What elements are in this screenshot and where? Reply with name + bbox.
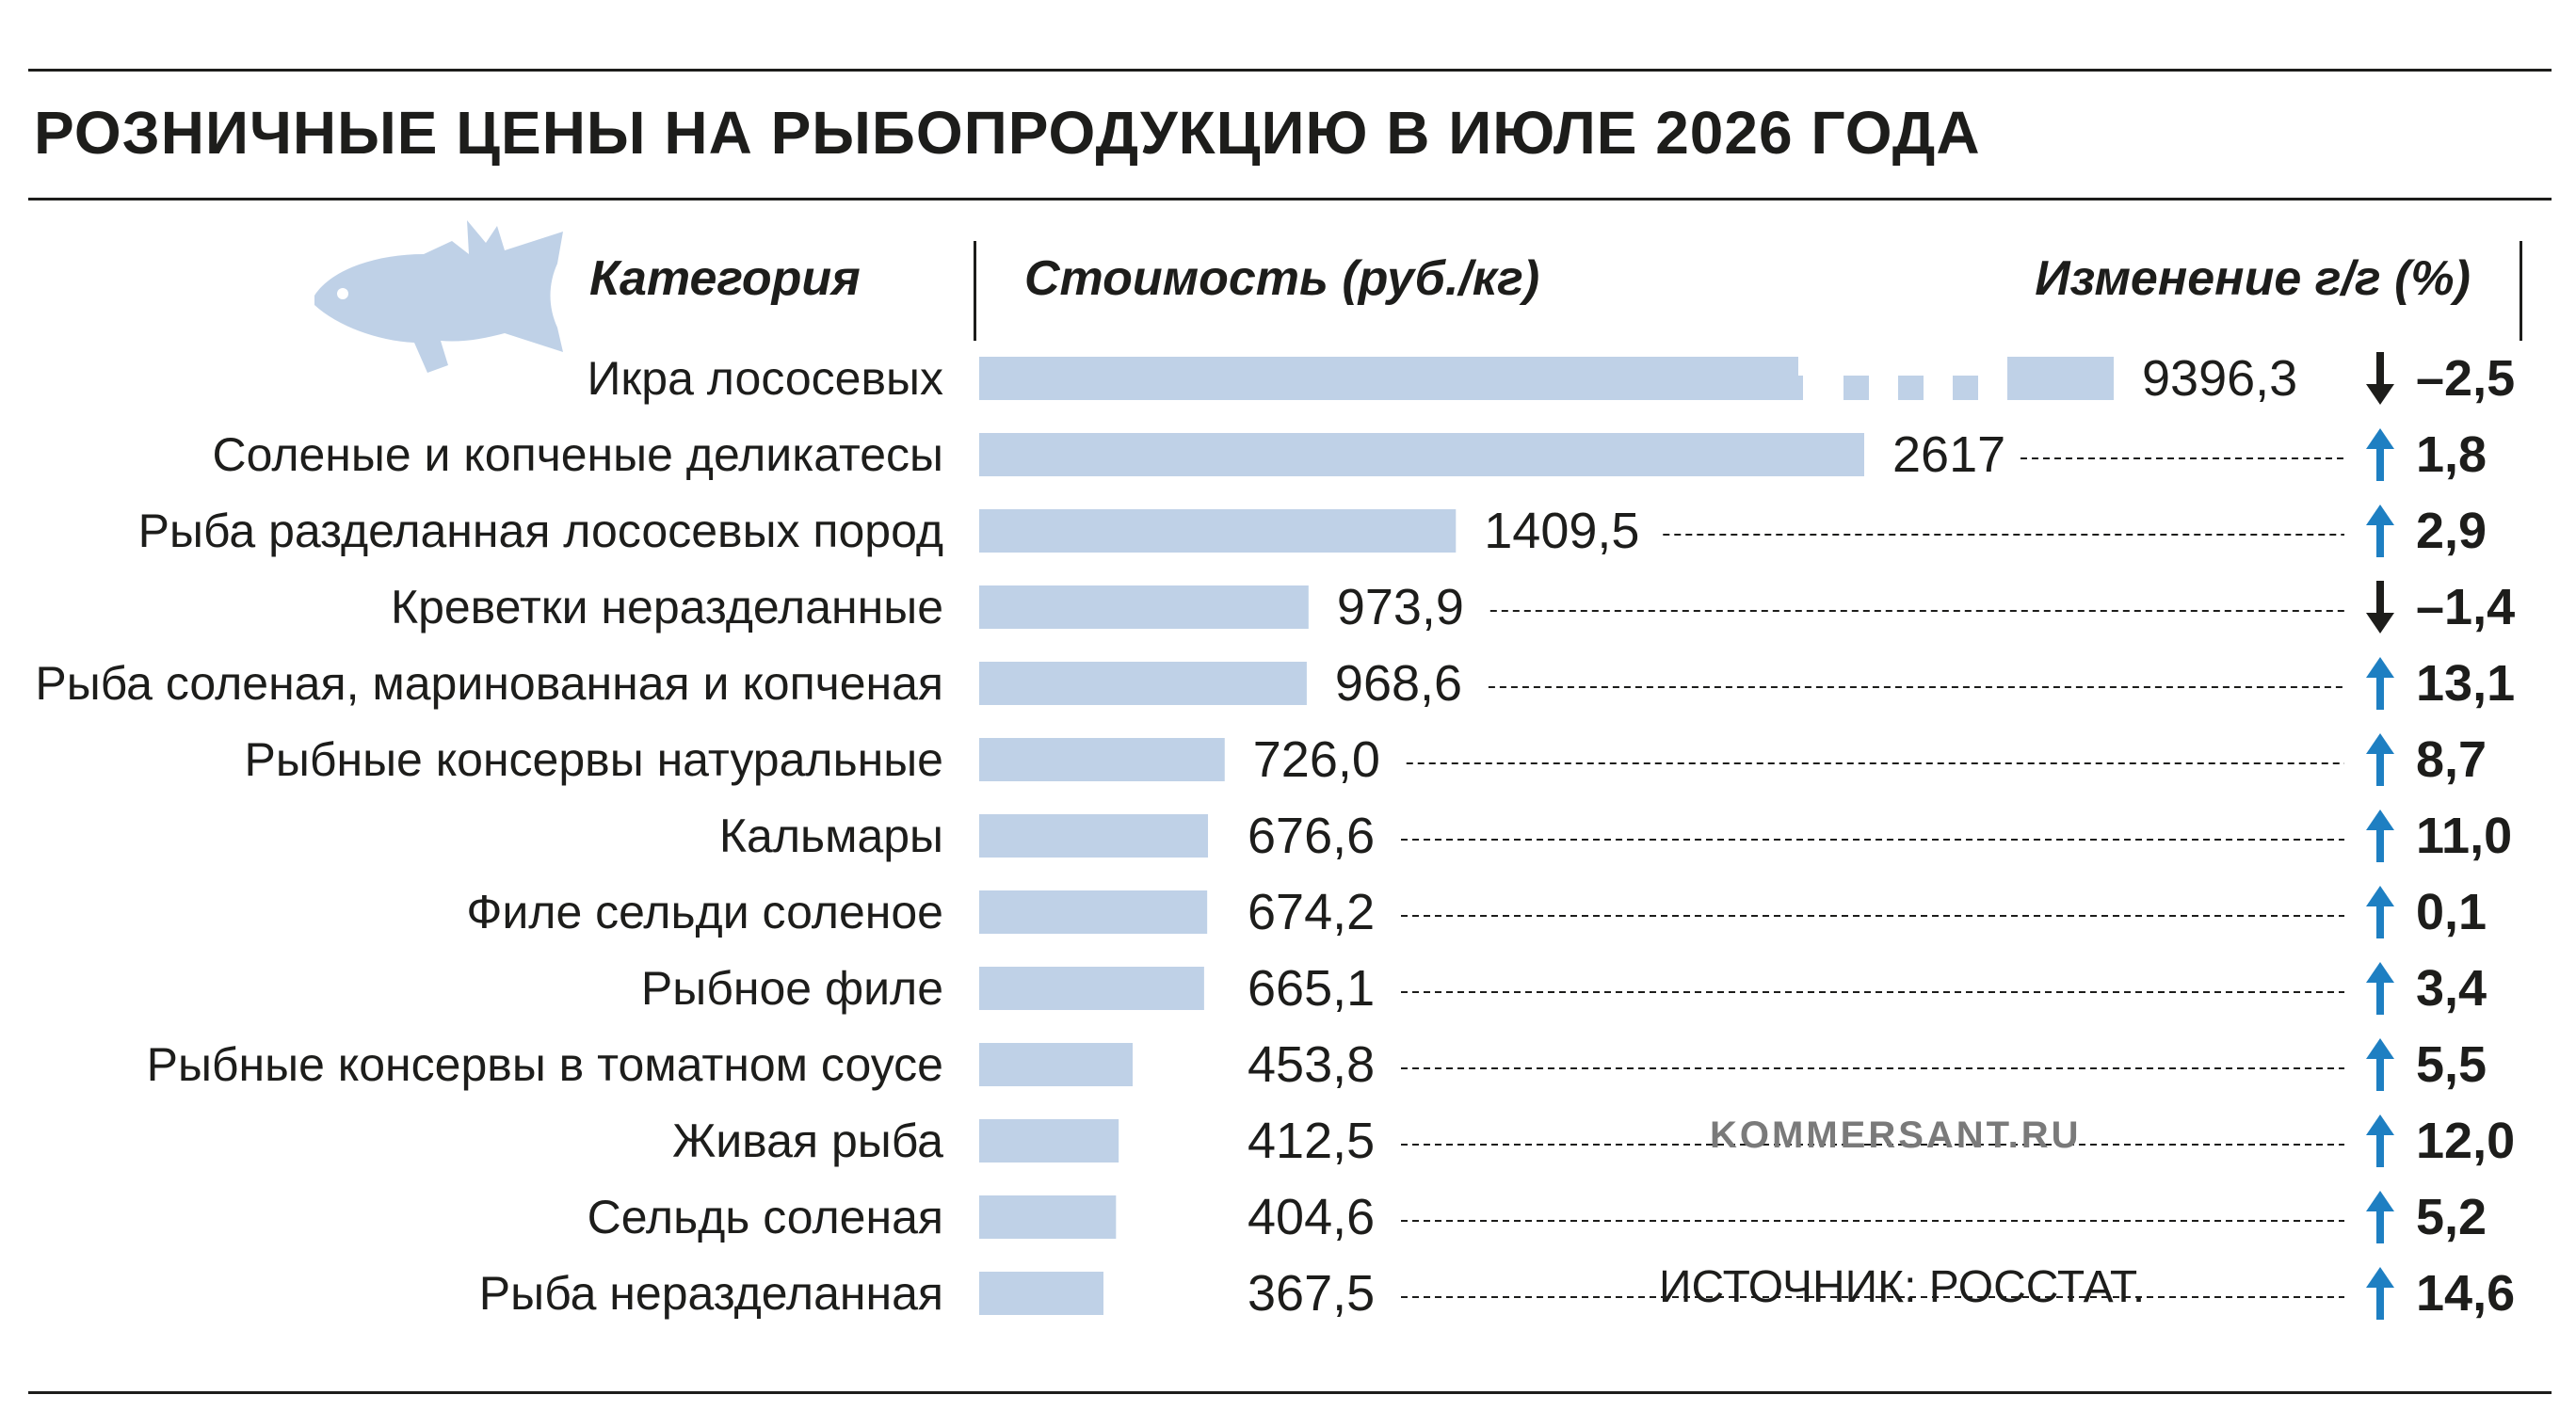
category-label: Рыба соленая, маринованная и копченая bbox=[35, 657, 943, 710]
value-label: 973,9 bbox=[1337, 579, 1464, 635]
arrow-up-icon bbox=[2366, 1114, 2394, 1135]
change-label: –1,4 bbox=[2416, 579, 2515, 635]
value-label: 9396,3 bbox=[2142, 350, 2297, 407]
arrow-up-icon bbox=[2366, 886, 2394, 906]
change-label: 5,2 bbox=[2416, 1189, 2487, 1245]
header-separator-right bbox=[2520, 241, 2522, 341]
value-label: 1409,5 bbox=[1484, 503, 1639, 559]
change-label: 2,9 bbox=[2416, 503, 2487, 559]
arrow-down-icon bbox=[2366, 384, 2394, 405]
change-label: –2,5 bbox=[2416, 350, 2515, 407]
bar bbox=[979, 967, 1204, 1010]
fish-icon bbox=[314, 220, 563, 373]
chart-title: РОЗНИЧНЫЕ ЦЕНЫ НА РЫБОПРОДУКЦИЮ В ИЮЛЕ 2… bbox=[34, 99, 1981, 167]
title-rule bbox=[28, 198, 2552, 200]
bar bbox=[979, 1119, 1119, 1162]
change-label: 1,8 bbox=[2416, 426, 2487, 483]
bar bbox=[979, 738, 1225, 781]
value-label: 453,8 bbox=[1248, 1036, 1375, 1093]
bar bbox=[979, 814, 1209, 858]
bar-break-segment bbox=[2007, 357, 2114, 400]
change-label: 12,0 bbox=[2416, 1113, 2515, 1169]
category-label: Филе сельди соленое bbox=[466, 886, 943, 938]
category-label: Рыбные консервы в томатном соусе bbox=[147, 1038, 943, 1091]
header-separator-left bbox=[974, 241, 976, 341]
bar bbox=[979, 433, 1864, 476]
category-label: Соленые и копченые деликатесы bbox=[213, 428, 944, 481]
change-label: 13,1 bbox=[2416, 655, 2515, 712]
arrow-up-icon bbox=[2366, 428, 2394, 449]
change-label: 3,4 bbox=[2416, 960, 2487, 1017]
bottom-rule bbox=[28, 1391, 2552, 1394]
value-label: 404,6 bbox=[1248, 1189, 1375, 1245]
value-label: 2617 bbox=[1892, 426, 2005, 483]
category-label: Рыба неразделанная bbox=[479, 1267, 943, 1320]
bar bbox=[979, 662, 1307, 705]
category-label: Креветки неразделанные bbox=[391, 581, 943, 633]
arrow-up-icon bbox=[2366, 1038, 2394, 1059]
header-cost: Стоимость (руб./кг) bbox=[1024, 251, 1540, 306]
value-label: 726,0 bbox=[1253, 731, 1380, 788]
category-label: Рыба разделанная лососевых пород bbox=[138, 505, 943, 557]
bar bbox=[979, 890, 1208, 934]
bar-break-segment bbox=[1898, 376, 1924, 400]
change-label: 11,0 bbox=[2416, 808, 2512, 864]
bar bbox=[979, 1195, 1117, 1239]
arrow-up-icon bbox=[2366, 657, 2394, 678]
category-label: Рыбные консервы натуральные bbox=[245, 733, 943, 786]
arrow-up-icon bbox=[2366, 810, 2394, 830]
bar bbox=[979, 1043, 1134, 1086]
value-label: 676,6 bbox=[1248, 808, 1375, 864]
bar bbox=[979, 1272, 1104, 1315]
value-label: 412,5 bbox=[1248, 1113, 1375, 1169]
header-category: Категория bbox=[589, 251, 861, 306]
bar bbox=[979, 509, 1457, 553]
brand-watermark: KOMMERSANT.RU bbox=[1710, 1114, 2082, 1156]
header-change: Изменение г/г (%) bbox=[2035, 251, 2471, 306]
arrow-up-icon bbox=[2366, 505, 2394, 525]
arrow-up-icon bbox=[2366, 1267, 2394, 1288]
arrow-up-icon bbox=[2366, 1191, 2394, 1211]
category-label: Сельдь соленая bbox=[588, 1191, 943, 1243]
category-label: Рыбное филе bbox=[641, 962, 943, 1015]
top-rule bbox=[28, 69, 2552, 72]
bar bbox=[979, 585, 1309, 629]
arrow-up-icon bbox=[2366, 733, 2394, 754]
bar-break-segment bbox=[1798, 376, 1803, 400]
value-label: 367,5 bbox=[1248, 1265, 1375, 1322]
source-note: ИСТОЧНИК: РОССТАТ. bbox=[1659, 1262, 2146, 1312]
value-label: 674,2 bbox=[1248, 884, 1375, 940]
value-label: 665,1 bbox=[1248, 960, 1375, 1017]
category-label: Живая рыба bbox=[672, 1114, 943, 1167]
value-label: 968,6 bbox=[1335, 655, 1462, 712]
category-label: Кальмары bbox=[719, 810, 943, 862]
bar-break-segment bbox=[1953, 376, 1978, 400]
bar-break-segment bbox=[1843, 376, 1869, 400]
change-label: 8,7 bbox=[2416, 731, 2487, 788]
arrow-down-icon bbox=[2366, 613, 2394, 633]
change-label: 0,1 bbox=[2416, 884, 2487, 940]
arrow-up-icon bbox=[2366, 962, 2394, 983]
change-label: 5,5 bbox=[2416, 1036, 2487, 1093]
category-label: Икра лососевых bbox=[587, 352, 943, 405]
change-label: 14,6 bbox=[2416, 1265, 2515, 1322]
bar bbox=[979, 357, 1798, 400]
